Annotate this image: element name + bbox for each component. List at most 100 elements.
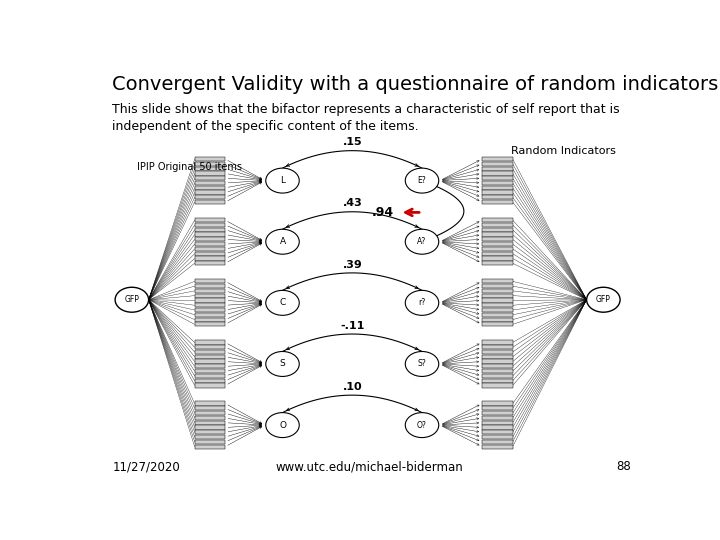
Bar <box>194 303 225 307</box>
Text: L: L <box>280 176 285 185</box>
Bar <box>482 383 513 388</box>
Bar <box>482 430 513 434</box>
Bar <box>194 242 225 246</box>
Bar <box>482 313 513 317</box>
Text: .39: .39 <box>343 260 362 269</box>
Text: This slide shows that the bifactor represents a characteristic of self report th: This slide shows that the bifactor repre… <box>112 103 620 116</box>
Bar <box>482 223 513 227</box>
Circle shape <box>405 168 438 193</box>
Bar <box>194 340 225 345</box>
Bar <box>194 171 225 176</box>
Bar <box>194 435 225 439</box>
Bar <box>482 318 513 322</box>
Text: S?: S? <box>418 360 426 368</box>
Bar <box>194 195 225 199</box>
Text: C: C <box>279 298 286 307</box>
Circle shape <box>405 230 438 254</box>
Bar <box>482 233 513 237</box>
Text: A: A <box>279 237 286 246</box>
Circle shape <box>266 168 300 193</box>
Bar <box>194 228 225 232</box>
Bar <box>482 345 513 349</box>
Bar <box>194 421 225 425</box>
Circle shape <box>405 352 438 376</box>
Circle shape <box>266 413 300 437</box>
Bar <box>194 313 225 317</box>
Circle shape <box>115 287 148 312</box>
Circle shape <box>587 287 620 312</box>
Text: .15: .15 <box>343 137 362 147</box>
Bar <box>194 350 225 354</box>
Bar <box>482 171 513 176</box>
Bar <box>482 440 513 444</box>
Bar <box>194 440 225 444</box>
Text: r?: r? <box>418 298 426 307</box>
Circle shape <box>405 413 438 437</box>
Bar <box>482 191 513 194</box>
Bar <box>482 242 513 246</box>
Bar <box>482 435 513 439</box>
Circle shape <box>266 230 300 254</box>
Bar <box>482 176 513 180</box>
Bar <box>482 369 513 373</box>
Bar <box>194 383 225 388</box>
Bar <box>482 411 513 415</box>
Bar <box>194 261 225 265</box>
Bar <box>194 402 225 406</box>
Bar <box>482 279 513 284</box>
Bar <box>194 237 225 241</box>
Bar <box>194 252 225 256</box>
Text: O?: O? <box>417 421 427 430</box>
Bar <box>194 247 225 251</box>
Text: A?: A? <box>418 237 427 246</box>
Bar <box>482 166 513 171</box>
Bar <box>482 426 513 429</box>
Bar <box>482 284 513 288</box>
Bar <box>194 200 225 204</box>
Bar <box>194 308 225 312</box>
Bar <box>194 411 225 415</box>
Bar <box>194 162 225 166</box>
Bar <box>194 416 225 420</box>
Bar <box>194 181 225 185</box>
Text: GFP: GFP <box>125 295 139 304</box>
Bar <box>194 284 225 288</box>
Text: .10: .10 <box>343 382 362 392</box>
Text: www.utc.edu/michael-biderman: www.utc.edu/michael-biderman <box>275 460 463 473</box>
Bar <box>194 318 225 322</box>
Text: .43: .43 <box>343 199 362 208</box>
Bar <box>194 322 225 327</box>
Bar <box>194 223 225 227</box>
Bar <box>194 355 225 359</box>
Bar <box>194 426 225 429</box>
Text: IPIP Original 50 items: IPIP Original 50 items <box>138 161 243 172</box>
Bar <box>194 176 225 180</box>
Bar <box>482 350 513 354</box>
Bar <box>482 157 513 161</box>
Bar <box>194 379 225 383</box>
Bar <box>482 444 513 449</box>
Text: Random Indicators: Random Indicators <box>511 146 616 156</box>
Bar <box>194 360 225 363</box>
Bar <box>482 379 513 383</box>
Bar <box>482 200 513 204</box>
Circle shape <box>266 291 300 315</box>
Bar <box>482 360 513 363</box>
Bar <box>482 247 513 251</box>
Text: 88: 88 <box>616 460 631 473</box>
Bar <box>482 322 513 327</box>
Text: O: O <box>279 421 286 430</box>
Bar <box>482 294 513 298</box>
Bar <box>194 279 225 284</box>
Bar <box>194 289 225 293</box>
Text: E?: E? <box>418 176 426 185</box>
Bar <box>482 402 513 406</box>
Bar <box>194 430 225 434</box>
Bar <box>194 444 225 449</box>
Bar <box>482 162 513 166</box>
Bar <box>194 406 225 410</box>
Bar <box>482 186 513 190</box>
Bar <box>194 374 225 378</box>
Bar <box>482 421 513 425</box>
Bar <box>194 233 225 237</box>
